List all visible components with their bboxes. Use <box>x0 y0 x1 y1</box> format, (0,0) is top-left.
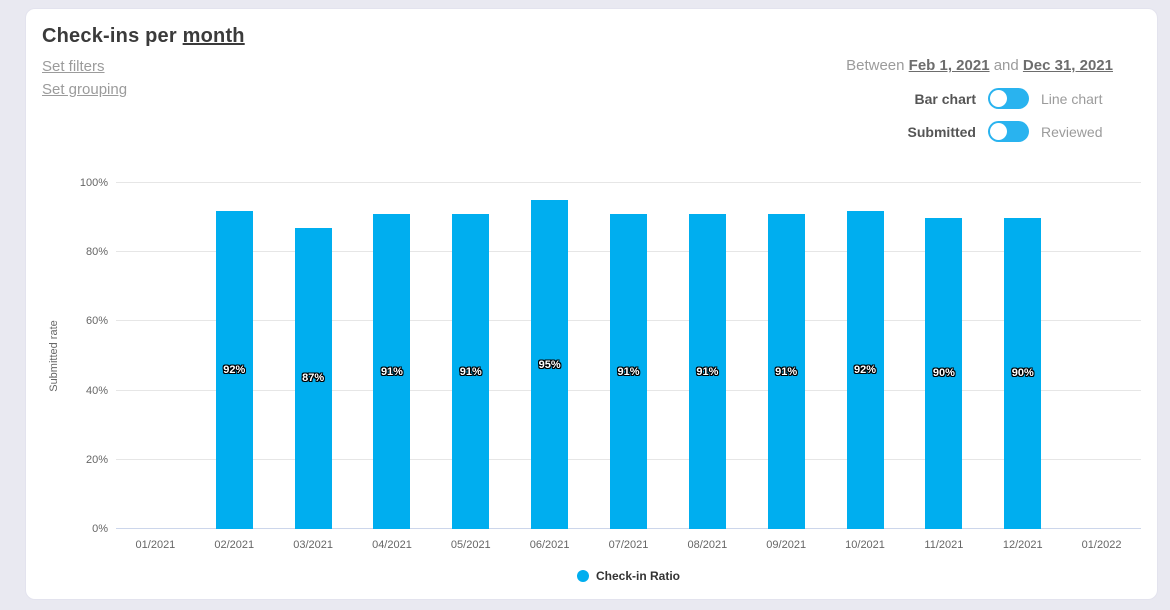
chart-card: Check-ins per month Set filters Set grou… <box>25 8 1158 600</box>
legend-label: Check-in Ratio <box>595 569 680 583</box>
bar-value-label: 92% <box>854 363 877 376</box>
bar[interactable]: 91% <box>373 214 411 529</box>
bar[interactable]: 90% <box>1004 217 1042 529</box>
x-axis-label: 07/2021 <box>608 539 649 551</box>
bar-value-label: 91% <box>459 365 482 378</box>
toggle-knob <box>990 123 1007 140</box>
bar-value-label: 95% <box>538 358 561 371</box>
bar-value-label: 91% <box>380 365 403 378</box>
bar-value-label: 90% <box>1011 367 1034 380</box>
start-date-link[interactable]: Feb 1, 2021 <box>908 57 990 74</box>
x-axis-label: 01/2022 <box>1081 539 1122 551</box>
bar-value-label: 87% <box>302 372 325 385</box>
y-axis-title: Submitted rate <box>48 320 60 392</box>
bar-value-label: 91% <box>617 365 640 378</box>
x-axis-label: 04/2021 <box>372 539 412 551</box>
set-filters-link[interactable]: Set filters <box>42 58 105 75</box>
bar-value-label: 90% <box>932 367 955 380</box>
chart-type-toggle-row: Bar chart Line chart <box>846 88 1113 109</box>
y-axis-tick-label: 0% <box>92 523 108 535</box>
bar[interactable]: 92% <box>215 210 253 529</box>
page-title: Check-ins per month <box>42 25 245 47</box>
chart-type-toggle[interactable] <box>988 88 1029 109</box>
bar[interactable]: 92% <box>846 210 884 529</box>
bar[interactable]: 87% <box>294 227 332 529</box>
x-axis-label: 08/2021 <box>687 539 728 551</box>
bar[interactable]: 91% <box>452 214 490 529</box>
x-axis-label: 05/2021 <box>450 539 491 551</box>
bar[interactable]: 91% <box>610 214 647 529</box>
date-range: Between Feb 1, 2021 and Dec 31, 2021 <box>846 57 1113 74</box>
x-axis-label: 03/2021 <box>293 539 333 551</box>
bar-value-label: 92% <box>223 363 246 376</box>
bar-value-label: 91% <box>696 365 719 378</box>
bar[interactable]: 91% <box>688 214 726 529</box>
x-axis-label: 06/2021 <box>529 539 570 551</box>
legend-item[interactable]: Check-in Ratio <box>116 569 1141 583</box>
end-date-link[interactable]: Dec 31, 2021 <box>1022 57 1113 74</box>
bar[interactable]: 90% <box>925 217 963 529</box>
date-range-prefix: Between <box>846 57 905 74</box>
x-axis-label: 02/2021 <box>214 539 255 551</box>
bar-chart-plot: Submitted rate 0% 20% 40% 60% 80% 100% 01/2021… <box>48 177 1141 551</box>
legend-marker-icon <box>576 570 589 582</box>
bar[interactable]: 95% <box>531 200 569 529</box>
bar[interactable]: 91% <box>767 214 805 529</box>
date-range-mid: and <box>993 57 1019 74</box>
submitted-label: Submitted <box>907 123 976 140</box>
y-axis-tick-label: 20% <box>85 453 108 466</box>
y-axis-tick-label: 80% <box>85 246 108 259</box>
bar-chart-label: Bar chart <box>914 90 976 107</box>
x-axis-label: 12/2021 <box>1002 539 1043 551</box>
page-title-grouping[interactable]: month <box>182 25 245 47</box>
bar-value-label: 91% <box>775 365 798 378</box>
set-grouping-link[interactable]: Set grouping <box>42 81 128 98</box>
x-axis-label: 11/2021 <box>924 539 964 551</box>
series-toggle[interactable] <box>988 121 1029 142</box>
y-axis-tick-label: 60% <box>85 315 108 328</box>
line-chart-label: Line chart <box>1041 90 1103 107</box>
toggle-knob <box>990 90 1007 107</box>
y-axis-tick-label: 40% <box>85 384 108 397</box>
x-axis-label: 01/2021 <box>135 539 176 551</box>
series-toggle-row: Submitted Reviewed <box>846 121 1113 142</box>
reviewed-label: Reviewed <box>1041 123 1103 140</box>
x-axis-label: 10/2021 <box>845 539 885 551</box>
gridline <box>116 182 1141 183</box>
x-axis-label: 09/2021 <box>766 539 807 551</box>
y-axis-tick-label: 100% <box>79 177 108 189</box>
